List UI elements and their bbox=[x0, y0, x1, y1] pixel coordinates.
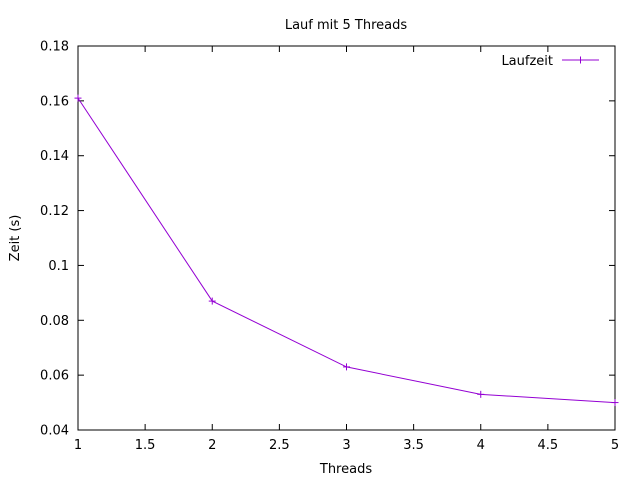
y-tick-label: 0.08 bbox=[40, 314, 69, 329]
legend-label: Laufzeit bbox=[501, 54, 553, 69]
y-axis-label: Zeit (s) bbox=[8, 215, 23, 262]
y-tick-label: 0.06 bbox=[40, 369, 69, 384]
data-point-marker bbox=[74, 94, 82, 102]
x-tick-label: 4 bbox=[477, 438, 485, 453]
series-line bbox=[77, 97, 616, 404]
y-tick-label: 0.18 bbox=[40, 40, 69, 55]
y-tick-label: 0.1 bbox=[48, 259, 69, 274]
x-axis-label: Threads bbox=[319, 462, 372, 477]
y-axis: 0.04 0.06 0.08 0.1 0.12 0.14 0.16 0.18 bbox=[40, 40, 615, 439]
x-tick-label: 3 bbox=[342, 438, 350, 453]
y-tick-label: 0.16 bbox=[40, 94, 69, 109]
data-point-marker bbox=[343, 363, 350, 371]
x-tick-label: 2.5 bbox=[269, 438, 290, 453]
data-point-marker bbox=[611, 399, 619, 407]
data-point-marker bbox=[208, 297, 216, 305]
plot-frame bbox=[77, 45, 616, 431]
x-tick-label: 1 bbox=[74, 438, 82, 453]
series-group bbox=[74, 94, 619, 407]
x-tick-label: 3.5 bbox=[403, 438, 424, 453]
legend: Laufzeit bbox=[501, 54, 599, 69]
x-tick-label: 5 bbox=[611, 438, 619, 453]
legend-line-sample bbox=[562, 56, 599, 64]
data-point-marker bbox=[477, 390, 485, 398]
chart-title: Lauf mit 5 Threads bbox=[285, 18, 408, 33]
y-tick-label: 0.04 bbox=[40, 424, 69, 439]
x-tick-label: 4.5 bbox=[538, 438, 559, 453]
x-tick-label: 2 bbox=[208, 438, 216, 453]
x-axis: 1 1.5 2 2.5 3 3.5 4 4.5 5 bbox=[74, 46, 619, 453]
y-tick-label: 0.14 bbox=[40, 149, 69, 164]
y-tick-label: 0.12 bbox=[40, 204, 69, 219]
x-tick-label: 1.5 bbox=[135, 438, 156, 453]
plot-frame-border bbox=[77, 45, 616, 431]
